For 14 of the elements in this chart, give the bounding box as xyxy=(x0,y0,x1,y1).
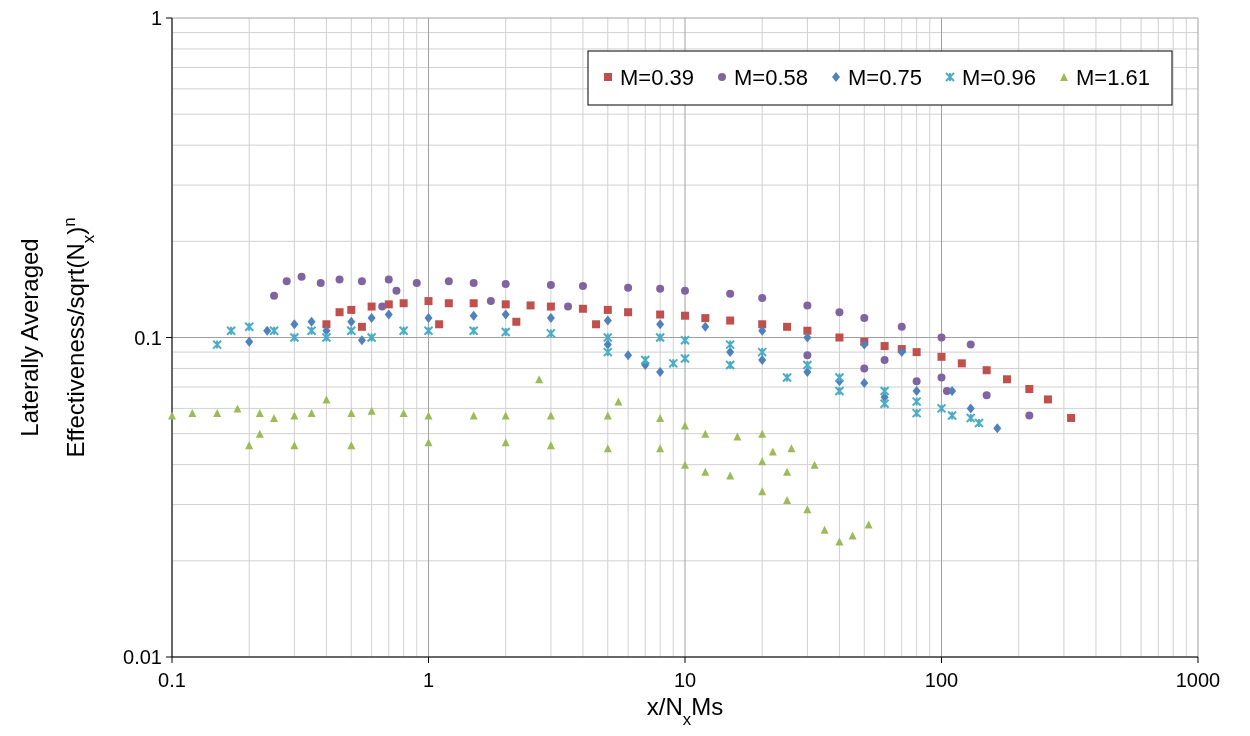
x-tick-label: 1000 xyxy=(1175,669,1221,691)
x-tick-label: 0.1 xyxy=(158,669,186,691)
legend-label: M=1.61 xyxy=(1076,65,1150,90)
y-tick-label: 0.01 xyxy=(123,646,162,668)
x-tick-label: 100 xyxy=(924,669,959,691)
legend-label: M=0.96 xyxy=(962,65,1036,90)
y-tick-label: 1 xyxy=(150,7,162,29)
legend-label: M=0.39 xyxy=(620,65,694,90)
legend-label: M=0.58 xyxy=(734,65,808,90)
legend-label: M=0.75 xyxy=(848,65,922,90)
x-tick-label: 1 xyxy=(422,669,435,691)
y-tick-label: 0.1 xyxy=(134,326,162,349)
x-tick-label: 10 xyxy=(673,669,697,691)
x-axis-title: x/N$_{x}$Ms xyxy=(646,693,724,729)
